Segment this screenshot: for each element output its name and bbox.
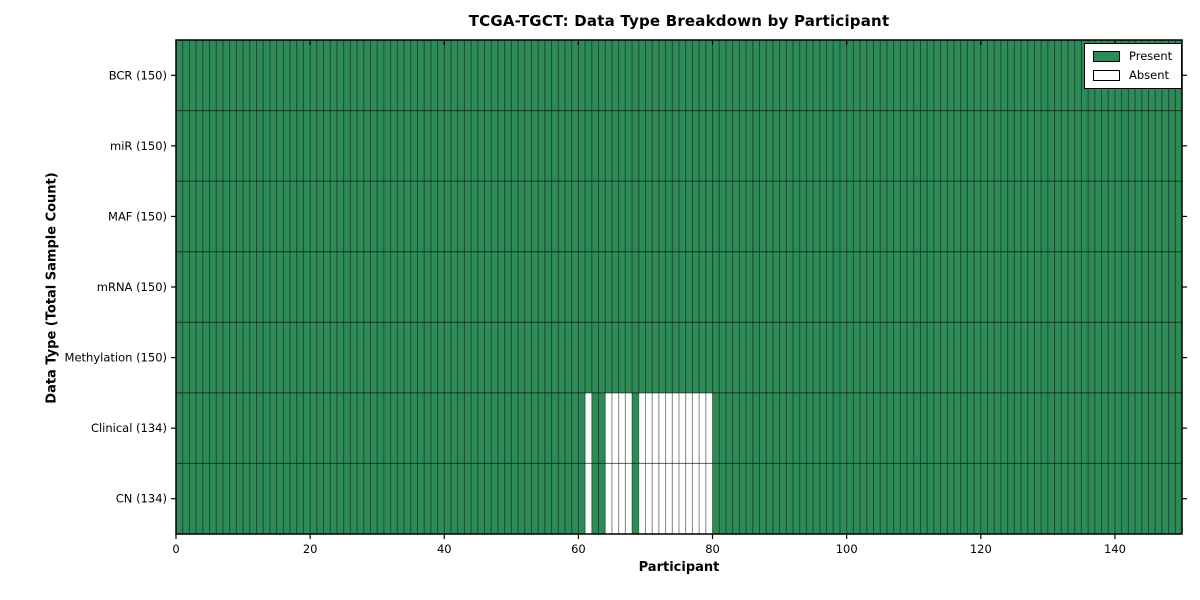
legend-label-absent: Absent [1129, 68, 1170, 82]
legend-item-present: Present [1093, 50, 1172, 62]
absent-cell [705, 392, 713, 464]
absent-cell [585, 463, 592, 534]
absent-cell [652, 392, 659, 464]
y-tick-label: Methylation (150) [65, 351, 167, 365]
x-tick-label: 120 [970, 542, 992, 556]
legend: Present Absent [1084, 43, 1183, 89]
legend-item-absent: Absent [1093, 69, 1172, 81]
absent-cell [611, 463, 619, 534]
x-tick-label: 100 [836, 542, 858, 556]
x-tick-label: 20 [303, 542, 318, 556]
absent-cell [652, 463, 659, 534]
absent-cell [679, 392, 686, 464]
chart-title: TCGA-TGCT: Data Type Breakdown by Partic… [468, 12, 890, 30]
x-tick-label: 60 [571, 542, 586, 556]
absent-cell [645, 392, 653, 464]
y-tick-label: Clinical (134) [91, 421, 167, 435]
absent-cell [692, 463, 700, 534]
absent-cell [699, 392, 706, 464]
y-tick-label: CN (134) [116, 492, 167, 506]
absent-cell [665, 392, 673, 464]
absent-cell [625, 463, 633, 534]
absent-cell [658, 463, 666, 534]
absent-swatch-icon [1093, 69, 1120, 81]
x-axis-ticks: 0 20 40 60 80 100 120 140 [172, 40, 1126, 556]
absent-cell [658, 392, 666, 464]
row-boundaries [176, 110, 1182, 464]
absent-cell [679, 463, 686, 534]
absent-cell [618, 392, 626, 464]
absent-cell [585, 392, 592, 464]
absent-cell [672, 392, 679, 464]
x-tick-label: 0 [172, 542, 179, 556]
absent-cell [605, 392, 612, 464]
legend-label-present: Present [1129, 49, 1173, 63]
y-axis-ticks: BCR (150) miR (150) MAF (150) mRNA (150) Met… [65, 68, 1187, 506]
absent-cell [672, 463, 679, 534]
absent-cell [645, 463, 653, 534]
absent-cell [699, 463, 706, 534]
y-tick-label: MAF (150) [108, 209, 167, 223]
y-tick-label: miR (150) [110, 139, 167, 153]
x-axis-title: Participant [638, 560, 720, 575]
absent-cell [685, 392, 693, 464]
absent-cell [618, 463, 626, 534]
absent-cell [625, 392, 633, 464]
absent-cell [605, 463, 612, 534]
absent-cell [638, 392, 646, 464]
y-tick-label: BCR (150) [109, 68, 167, 82]
absent-cell [705, 463, 713, 534]
x-tick-label: 40 [437, 542, 452, 556]
absent-cell [611, 392, 619, 464]
absent-cell [685, 463, 693, 534]
absent-cell [665, 463, 673, 534]
present-swatch-icon [1093, 50, 1120, 62]
x-tick-label: 140 [1104, 542, 1126, 556]
x-tick-label: 80 [705, 542, 720, 556]
cell-grid [182, 40, 1176, 534]
y-tick-label: mRNA (150) [97, 280, 167, 294]
absent-cell [692, 392, 700, 464]
absent-cell [638, 463, 646, 534]
absent-cells [585, 392, 713, 534]
